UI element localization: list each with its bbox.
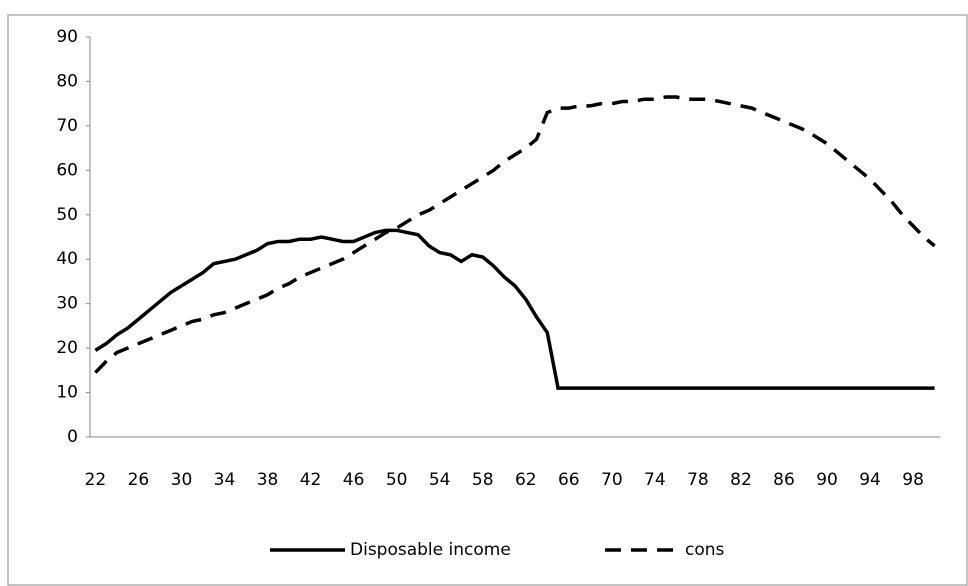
- y-tick-label: 60: [56, 160, 78, 180]
- y-tick-label: 90: [56, 27, 78, 47]
- x-tick-label: 94: [859, 470, 881, 490]
- chart-border: [7, 14, 968, 586]
- x-tick-label: 46: [343, 470, 365, 490]
- x-tick-label: 98: [902, 470, 924, 490]
- x-tick-label: 74: [644, 470, 666, 490]
- x-tick-label: 70: [601, 470, 623, 490]
- y-tick-label: 40: [56, 249, 78, 269]
- x-tick-label: 78: [687, 470, 709, 490]
- legend-label: Disposable income: [350, 540, 511, 560]
- x-tick-label: 42: [300, 470, 322, 490]
- y-tick-label: 10: [56, 383, 78, 403]
- x-tick-label: 38: [257, 470, 279, 490]
- x-tick-label: 58: [472, 470, 494, 490]
- y-tick-label: 30: [56, 294, 78, 314]
- y-tick-label: 50: [56, 205, 78, 225]
- x-tick-label: 50: [386, 470, 408, 490]
- series-line: [94, 228, 935, 390]
- x-tick-label: 86: [773, 470, 795, 490]
- x-tick-label: 90: [816, 470, 838, 490]
- x-tick-label: 34: [214, 470, 236, 490]
- y-tick-label: 0: [67, 427, 78, 447]
- x-tick-label: 30: [171, 470, 193, 490]
- x-tick-label: 26: [128, 470, 150, 490]
- x-tick-label: 54: [429, 470, 451, 490]
- x-tick-label: 66: [558, 470, 580, 490]
- x-tick-label: 62: [515, 470, 537, 490]
- x-tick-label: 82: [730, 470, 752, 490]
- y-tick-label: 20: [56, 338, 78, 358]
- y-tick-label: 70: [56, 116, 78, 136]
- legend-label: cons: [685, 540, 725, 560]
- x-tick-label: 22: [85, 470, 107, 490]
- series-line: [94, 95, 936, 374]
- y-tick-label: 80: [56, 71, 78, 91]
